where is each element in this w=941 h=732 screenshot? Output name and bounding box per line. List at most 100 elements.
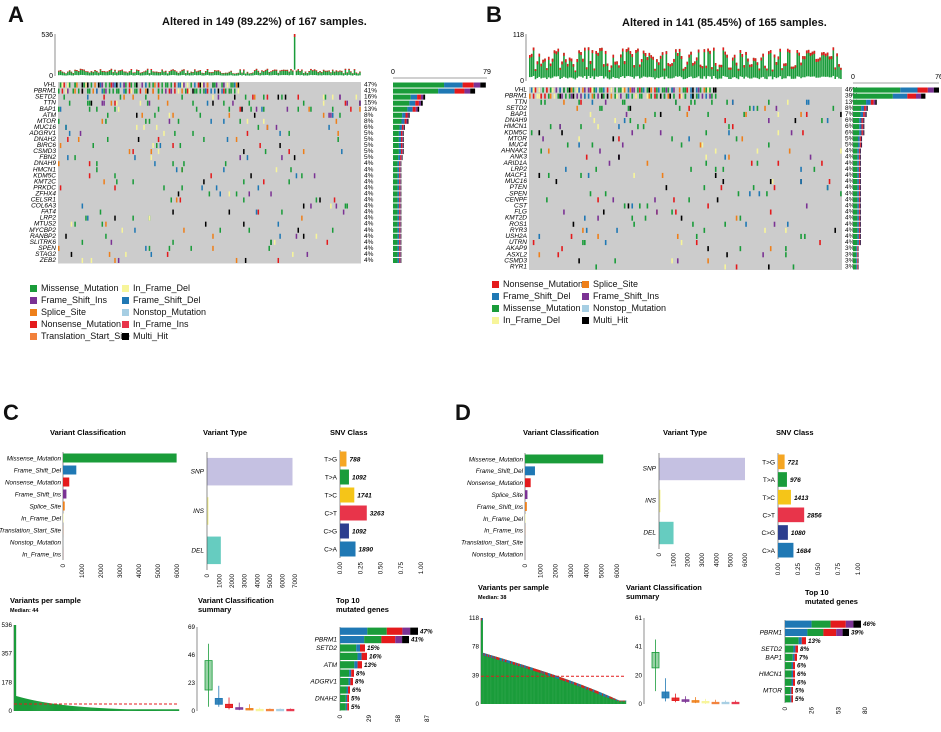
gene-bar-segment: [400, 167, 401, 173]
tmb-bar-top: [639, 64, 641, 67]
mutation-cell: [266, 124, 269, 130]
gene-bar-segment: [858, 154, 860, 160]
vc-tick: 5000: [599, 564, 606, 579]
vc-label: Nonstop_Mutation: [10, 539, 62, 546]
mutation-cell: [529, 93, 531, 99]
mutation-cell: [618, 87, 620, 93]
tmb-bar-top: [210, 72, 212, 73]
vps-bar: [80, 706, 82, 711]
mutation-cell: [555, 179, 558, 185]
legend-label: Nonstop_Mutation: [133, 307, 207, 317]
gene-bar-segment: [859, 191, 861, 197]
tmb-bar-top: [304, 71, 307, 73]
snv-tick: 0.50: [815, 563, 822, 576]
tmb-bar-top: [635, 49, 637, 53]
gene-bar-segment: [858, 227, 860, 233]
vc-tick: 5000: [155, 564, 162, 579]
mutation-cell: [595, 264, 597, 270]
tmb-bar: [773, 54, 776, 78]
vps-bar: [175, 709, 177, 711]
vps-bar: [556, 676, 558, 704]
tmb-bar-top: [591, 50, 594, 54]
vps-title: Variants per sample: [10, 596, 81, 605]
vps-bar: [39, 701, 41, 711]
mutation-cell: [172, 143, 174, 149]
top10-bar-segment: [785, 662, 792, 670]
mutation-cell: [58, 88, 60, 94]
tmb-bar: [838, 64, 840, 79]
mutation-cell: [549, 93, 552, 99]
vps-bar-top: [543, 671, 545, 675]
top10-bar-segment: [364, 636, 382, 644]
vt-tick: 4000: [713, 553, 720, 568]
gene-bar-segment: [393, 215, 398, 221]
vps-bar-top: [580, 684, 582, 688]
gene-label: MUC16: [34, 124, 56, 131]
vps-bar-top: [513, 662, 515, 665]
vps-bar-top: [595, 690, 597, 693]
top10-bar-segment: [351, 669, 354, 677]
mutation-cell: [551, 87, 554, 93]
mutation-cell: [684, 87, 687, 93]
gene-label: USH2A: [505, 233, 527, 240]
mutation-cell: [724, 154, 726, 160]
mutation-cell: [713, 87, 715, 93]
top10-bar-segment: [340, 669, 350, 677]
tmb-bar-top: [313, 69, 316, 71]
mutation-cell: [215, 82, 218, 88]
mutation-cell: [65, 124, 67, 130]
mutation-cell: [678, 93, 681, 99]
tmb-bar: [217, 70, 220, 76]
tmb-bar-top: [186, 70, 189, 72]
gene-bar-segment: [393, 221, 398, 227]
top10-pct: 16%: [369, 654, 382, 661]
tmb-bar: [353, 69, 356, 75]
mutation-cell: [150, 155, 153, 161]
tmb-bar: [286, 69, 289, 76]
vcs-tick: 0: [191, 708, 195, 715]
mutation-cell: [302, 149, 305, 155]
tmb-bar: [290, 69, 292, 75]
mutation-cell: [313, 173, 316, 179]
tmb-bar: [724, 51, 726, 77]
mutation-cell: [675, 99, 677, 105]
gene-bar-segment: [393, 167, 398, 173]
boxplot-box: [731, 701, 740, 705]
oncoplot-a: VHL 47%PBRM1 41%SETD2 16%TTN 15%BAP1 13%ATM 8%…: [28, 32, 491, 264]
tmb-bar: [566, 63, 569, 79]
tmb-bar: [114, 69, 116, 76]
tmb-bar-top: [705, 65, 708, 69]
mutation-cell: [625, 111, 628, 117]
vps-bar: [549, 673, 551, 704]
vps-bar-top: [603, 693, 605, 697]
mutation-cell: [544, 99, 546, 105]
gene-bar-segment: [856, 246, 858, 252]
mutation-cell: [134, 155, 136, 161]
gene-bar-segment: [917, 87, 928, 93]
vps-bar: [58, 704, 60, 711]
gene-bar-segment: [393, 245, 398, 251]
gene-bar-segment: [857, 233, 859, 239]
gene-bar-segment: [403, 130, 404, 136]
tmb-bar: [357, 73, 359, 76]
vps-bar: [36, 701, 38, 711]
legend-swatch: [122, 320, 129, 328]
tmb-bar: [219, 71, 221, 76]
top10-bar-segment: [340, 636, 365, 644]
tmb-bar: [544, 58, 546, 78]
gene-bar-segment: [859, 215, 861, 221]
mutation-cell: [322, 112, 325, 118]
tmb-bar-top: [79, 68, 82, 70]
gene-bar-segment: [853, 209, 858, 215]
tmb-bar-top: [684, 66, 687, 70]
mutation-cell: [67, 88, 69, 94]
vps-bar: [90, 707, 92, 711]
tmb-bar: [648, 52, 651, 77]
tmb-bar: [627, 47, 630, 76]
tmb-bar-top: [728, 67, 730, 70]
vps-bar-top: [589, 688, 591, 691]
tmb-bar-top: [745, 51, 747, 55]
tmb-bar: [695, 57, 698, 78]
mutation-cell: [610, 87, 613, 93]
gene-bar-segment: [399, 167, 401, 173]
